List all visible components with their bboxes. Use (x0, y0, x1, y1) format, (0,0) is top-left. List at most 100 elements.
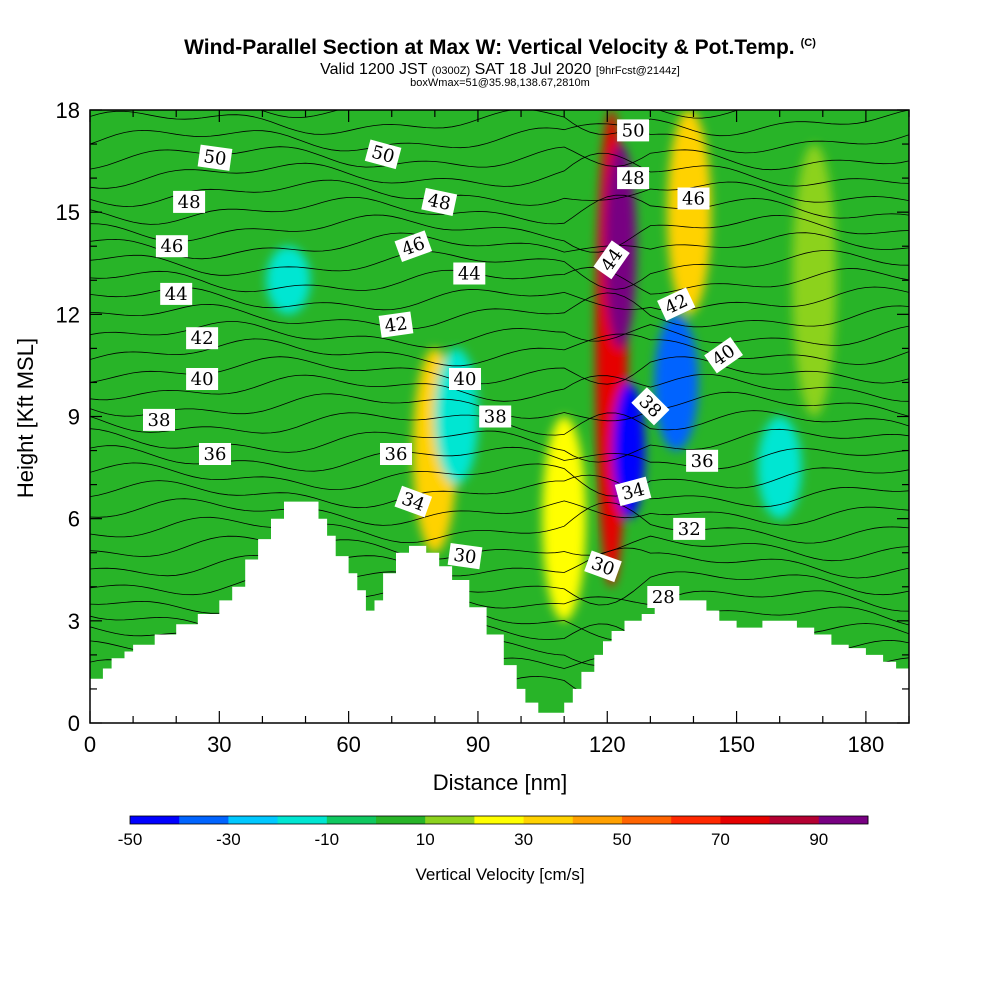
theta-label: 30 (584, 550, 622, 583)
theta-contour (90, 535, 909, 562)
theta-label: 50 (617, 119, 650, 142)
colorbar-swatch (425, 816, 475, 824)
theta-contour (90, 250, 909, 290)
theta-contour (90, 123, 909, 154)
theta-label-text: 42 (191, 328, 214, 349)
theta-contour (90, 152, 909, 189)
colorbar-swatch (179, 816, 229, 824)
theta-label-text: 40 (191, 369, 214, 390)
theta-contour (90, 266, 909, 295)
theta-label: 40 (186, 368, 219, 390)
theta-label-text: 42 (383, 313, 409, 337)
colorbar-swatch (474, 816, 525, 824)
theta-label-text: 44 (165, 284, 188, 305)
colorbar-swatch (622, 816, 672, 824)
theta-label-box (453, 262, 486, 285)
velocity-feature (604, 144, 637, 349)
theta-label-box (704, 337, 744, 374)
theta-contour (90, 333, 909, 367)
theta-label-text: 50 (622, 120, 645, 141)
theta-label-text: 44 (458, 264, 481, 285)
velocity-feature (266, 246, 311, 315)
theta-label-text: 30 (452, 545, 478, 569)
colorbar-swatch (572, 816, 623, 824)
theta-label: 38 (143, 408, 175, 431)
velocity-feature (654, 314, 699, 451)
terrain (90, 501, 909, 723)
theta-label: 30 (447, 542, 483, 570)
colorbar-tick-label: 30 (514, 830, 533, 849)
colorbar-frame (129, 815, 869, 825)
x-tick-label: 90 (466, 732, 490, 757)
theta-contour (90, 292, 909, 330)
theta-label-text: 40 (454, 369, 477, 390)
theta-labels: 5048464442403836504846444240383634305048… (143, 119, 744, 608)
theta-label: 38 (479, 405, 512, 428)
theta-label-text: 48 (426, 190, 453, 215)
theta-contour (90, 179, 909, 207)
theta-contours (90, 110, 909, 703)
colorbar-tick-label: 50 (613, 830, 632, 849)
theta-label-text: 36 (385, 444, 408, 465)
theta-label: 42 (378, 311, 414, 338)
theta-label-text: 38 (484, 407, 507, 428)
theta-contour (90, 356, 909, 385)
valid-time-line: Valid 1200 JST (0300Z) SAT 18 Jul 2020 [… (320, 61, 680, 78)
theta-label: 44 (160, 282, 193, 305)
theta-label-box (173, 190, 206, 213)
theta-label-text: 48 (178, 192, 201, 213)
theta-label: 36 (380, 443, 412, 465)
theta-label: 42 (186, 327, 219, 350)
colorbar-tick-label: -50 (118, 830, 143, 849)
theta-label: 44 (453, 262, 486, 285)
theta-label-box (364, 139, 402, 170)
x-axis-label: Distance [nm] (433, 770, 568, 795)
colorbar-swatch (671, 816, 721, 824)
x-tick-label: 180 (848, 732, 885, 757)
colorbar-tick-label: -10 (315, 830, 340, 849)
colorbar-tick-label: -30 (216, 830, 241, 849)
chart-title: Wind-Parallel Section at Max W: Vertical… (184, 36, 816, 59)
theta-label-box (447, 542, 483, 570)
x-tick-label: 120 (589, 732, 626, 757)
y-tick-label: 3 (68, 609, 80, 634)
velocity-feature (757, 416, 802, 519)
theta-contour (90, 462, 909, 497)
colorbar-label: Vertical Velocity [cm/s] (415, 865, 584, 884)
theta-label-box (186, 368, 219, 390)
y-tick-label: 9 (68, 405, 80, 430)
colorbar-swatch (523, 816, 574, 824)
theta-label-box (593, 240, 630, 280)
y-axis-label: Height [Kft MSL] (13, 338, 38, 498)
y-tick-label: 0 (68, 711, 80, 736)
theta-contour (90, 498, 909, 526)
theta-label-box (143, 408, 175, 431)
theta-label-text: 48 (622, 168, 645, 189)
colorbar-swatch (228, 816, 279, 824)
colorbar-swatch (326, 816, 377, 824)
x-tick-label: 150 (718, 732, 755, 757)
theta-label-box (479, 405, 512, 428)
theta-label-text: 38 (148, 410, 171, 431)
velocity-feature (542, 416, 587, 621)
theta-label-box (186, 327, 219, 350)
theta-contour (90, 286, 909, 312)
theta-label-box (673, 517, 706, 540)
colorbar-swatch (769, 816, 820, 824)
colorbar-swatch (376, 816, 426, 824)
theta-label: 48 (421, 187, 458, 216)
theta-label-box (631, 387, 670, 426)
theta-label-box (394, 485, 433, 518)
y-tick-label: 15 (56, 200, 80, 225)
theta-label-text: 46 (682, 189, 705, 210)
theta-label: 48 (617, 167, 650, 190)
theta-label-box (657, 287, 696, 321)
theta-label-box (199, 443, 231, 465)
box-wmax-line: boxWmax=51@35.98,138.67,2810m (410, 77, 590, 89)
colorbar-swatch (277, 816, 328, 824)
theta-contour (90, 214, 909, 253)
theta-contour (90, 501, 909, 544)
theta-label-box (647, 586, 680, 608)
